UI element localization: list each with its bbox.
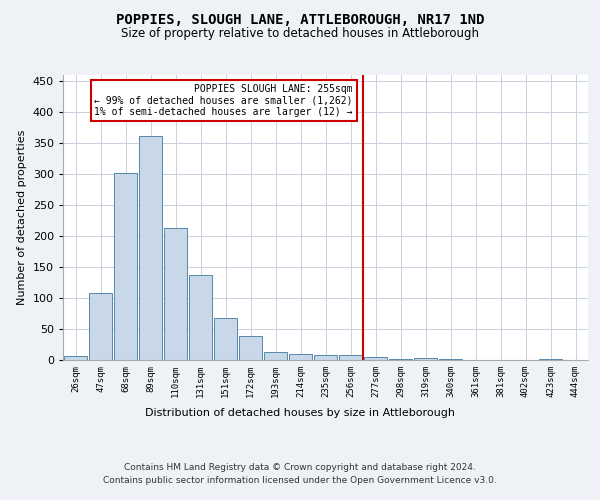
Text: POPPIES, SLOUGH LANE, ATTLEBOROUGH, NR17 1ND: POPPIES, SLOUGH LANE, ATTLEBOROUGH, NR17… — [116, 12, 484, 26]
Bar — [364, 357, 388, 360]
Bar — [164, 228, 187, 360]
Text: Contains HM Land Registry data © Crown copyright and database right 2024.: Contains HM Land Registry data © Crown c… — [124, 462, 476, 471]
Bar — [289, 354, 313, 360]
Text: Contains public sector information licensed under the Open Government Licence v3: Contains public sector information licen… — [103, 476, 497, 485]
Bar — [314, 355, 337, 360]
Bar — [188, 275, 212, 360]
Bar — [89, 293, 112, 360]
Bar — [139, 136, 163, 360]
Bar — [239, 336, 262, 360]
Bar — [64, 356, 88, 360]
Y-axis label: Number of detached properties: Number of detached properties — [17, 130, 27, 305]
Bar — [214, 318, 238, 360]
Bar — [389, 359, 412, 360]
Text: Distribution of detached houses by size in Attleborough: Distribution of detached houses by size … — [145, 408, 455, 418]
Text: Size of property relative to detached houses in Attleborough: Size of property relative to detached ho… — [121, 28, 479, 40]
Text: POPPIES SLOUGH LANE: 255sqm
← 99% of detached houses are smaller (1,262)
1% of s: POPPIES SLOUGH LANE: 255sqm ← 99% of det… — [95, 84, 353, 117]
Bar — [539, 359, 562, 360]
Bar — [338, 355, 362, 360]
Bar — [113, 173, 137, 360]
Bar — [413, 358, 437, 360]
Bar — [263, 352, 287, 360]
